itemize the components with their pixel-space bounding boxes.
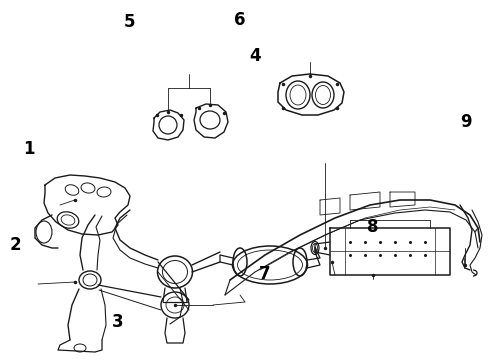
Text: 7: 7: [259, 265, 270, 283]
Text: 9: 9: [460, 113, 471, 131]
Text: 4: 4: [249, 47, 261, 65]
Text: 6: 6: [234, 11, 246, 29]
Text: 2: 2: [10, 236, 22, 254]
Text: 5: 5: [124, 13, 136, 31]
Text: 3: 3: [112, 313, 123, 331]
Text: 8: 8: [367, 218, 378, 236]
Text: 1: 1: [24, 140, 35, 158]
